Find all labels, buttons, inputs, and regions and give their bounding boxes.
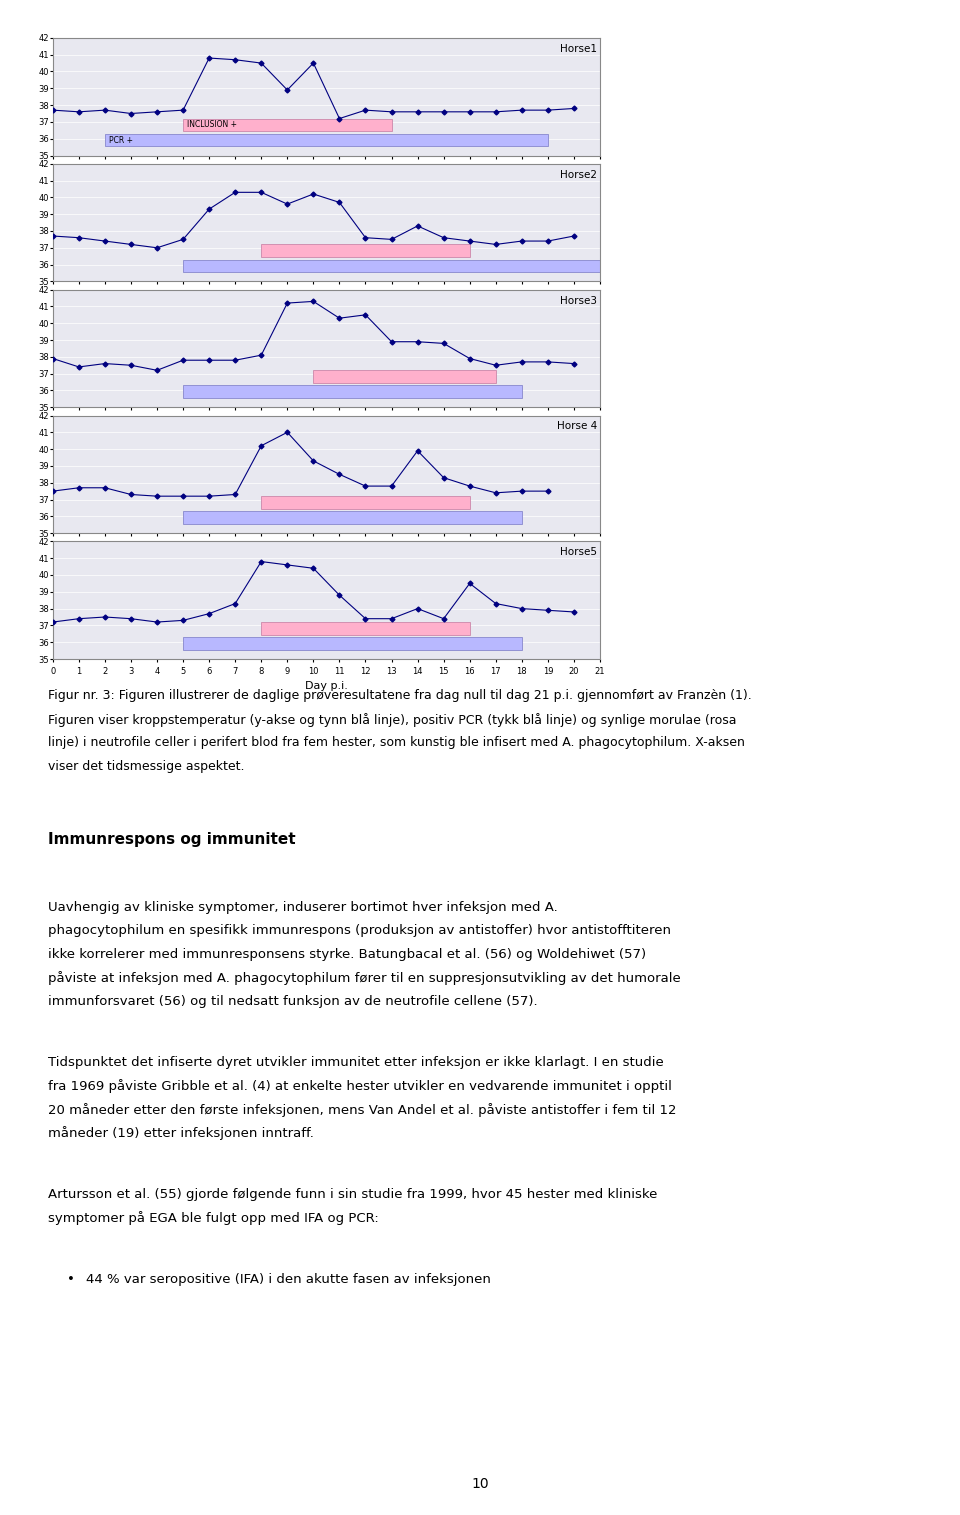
Text: symptomer på EGA ble fulgt opp med IFA og PCR:: symptomer på EGA ble fulgt opp med IFA o… [48, 1210, 379, 1226]
Text: Horse3: Horse3 [561, 295, 597, 306]
Text: Tidspunktet det infiserte dyret utvikler immunitet etter infeksjon er ikke klarl: Tidspunktet det infiserte dyret utvikler… [48, 1056, 663, 1070]
Bar [261, 497, 469, 509]
Bar [183, 259, 600, 273]
Bar [313, 370, 495, 383]
X-axis label: Day p.i.: Day p.i. [305, 682, 348, 691]
Text: påviste at infeksjon med A. phagocytophilum fører til en suppresjonsutvikling av: påviste at infeksjon med A. phagocytophi… [48, 971, 681, 985]
Text: Artursson et al. (55) gjorde følgende funn i sin studie fra 1999, hvor 45 hester: Artursson et al. (55) gjorde følgende fu… [48, 1188, 658, 1201]
Text: immunforsvaret (56) og til nedsatt funksjon av de neutrofile cellene (57).: immunforsvaret (56) og til nedsatt funks… [48, 994, 538, 1007]
Text: PCR +: PCR + [108, 136, 132, 144]
Text: Horse1: Horse1 [561, 44, 597, 53]
Text: linje) i neutrofile celler i perifert blod fra fem hester, som kunstig ble infis: linje) i neutrofile celler i perifert bl… [48, 736, 745, 750]
Text: Figur nr. 3: Figuren illustrerer de daglige prøveresultatene fra dag null til da: Figur nr. 3: Figuren illustrerer de dagl… [48, 689, 752, 703]
Bar [261, 244, 469, 258]
Text: Horse2: Horse2 [561, 170, 597, 180]
Bar [105, 133, 548, 147]
Text: måneder (19) etter infeksjonen inntraff.: måneder (19) etter infeksjonen inntraff. [48, 1126, 314, 1141]
Bar [183, 385, 522, 398]
Text: Horse 4: Horse 4 [557, 421, 597, 432]
Bar [261, 623, 469, 635]
Text: INCLUSION +: INCLUSION + [187, 121, 237, 129]
Bar [183, 638, 522, 650]
Text: •: • [67, 1273, 75, 1286]
Text: phagocytophilum en spesifikk immunrespons (produksjon av antistoffer) hvor antis: phagocytophilum en spesifikk immunrespon… [48, 924, 671, 938]
Text: viser det tidsmessige aspektet.: viser det tidsmessige aspektet. [48, 759, 245, 773]
Text: 10: 10 [471, 1477, 489, 1491]
Bar [183, 511, 522, 524]
Text: 20 måneder etter den første infeksjonen, mens Van Andel et al. påviste antistoff: 20 måneder etter den første infeksjonen,… [48, 1103, 677, 1117]
Text: 44 % var seropositive (IFA) i den akutte fasen av infeksjonen: 44 % var seropositive (IFA) i den akutte… [86, 1273, 492, 1286]
Text: Figuren viser kroppstemperatur (y-akse og tynn blå linje), positiv PCR (tykk blå: Figuren viser kroppstemperatur (y-akse o… [48, 712, 736, 727]
Text: fra 1969 påviste Gribble et al. (4) at enkelte hester utvikler en vedvarende imm: fra 1969 påviste Gribble et al. (4) at e… [48, 1079, 672, 1094]
Text: Horse5: Horse5 [561, 547, 597, 558]
Bar [183, 118, 392, 132]
Text: Uavhengig av kliniske symptomer, induserer bortimot hver infeksjon med A.: Uavhengig av kliniske symptomer, induser… [48, 900, 558, 914]
Text: ikke korrelerer med immunresponsens styrke. Batungbacal et al. (56) og Woldehiwe: ikke korrelerer med immunresponsens styr… [48, 948, 646, 961]
Text: Immunrespons og immunitet: Immunrespons og immunitet [48, 833, 296, 847]
